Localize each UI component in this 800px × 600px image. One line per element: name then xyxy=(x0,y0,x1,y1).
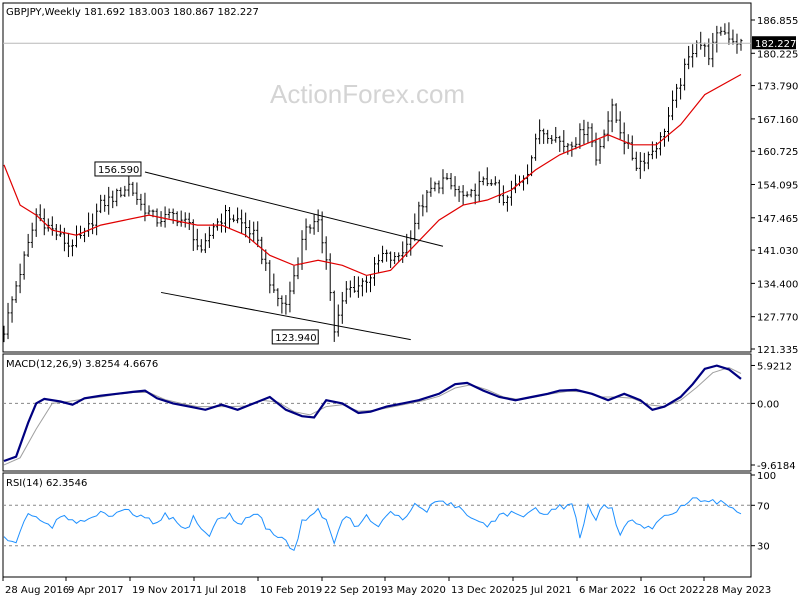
price-y-tick-label: 154.095 xyxy=(757,181,798,192)
trendline-upper xyxy=(144,171,444,247)
annotation-label: 156.590 xyxy=(98,165,139,176)
price-header: GBPJPY,Weekly 181.692 183.003 180.867 18… xyxy=(6,7,259,18)
rsi-y-tick-label: 70 xyxy=(757,501,770,512)
current-price-tag xyxy=(752,36,796,50)
macd-y-tick-label: 5.9212 xyxy=(757,361,792,372)
rsi-panel xyxy=(2,472,752,578)
annotation-box xyxy=(271,329,319,345)
price-bars xyxy=(2,22,743,343)
current-price-label: 182.227 xyxy=(755,39,796,50)
macd-panel xyxy=(2,353,752,472)
x-tick-label: 19 Nov 2017 xyxy=(132,585,196,596)
macd-header: MACD(12,26,9) 3.8254 4.6676 xyxy=(6,359,158,370)
x-tick-label: 6 Mar 2022 xyxy=(579,585,636,596)
price-y-tick-label: 180.225 xyxy=(757,49,798,60)
watermark: ActionForex.com xyxy=(270,79,465,109)
x-tick-label: 13 Dec 2020 xyxy=(451,585,515,596)
overlays: 156.590 123.940 xyxy=(3,73,742,345)
annotation-label: 123.940 xyxy=(275,333,316,344)
x-tick-label: 16 Oct 2022 xyxy=(643,585,705,596)
price-y-tick-label: 186.855 xyxy=(757,16,798,27)
x-tick-label: 1 Jul 2018 xyxy=(196,585,246,596)
x-tick-label: 22 Sep 2019 xyxy=(324,585,387,596)
axes: 186.855 180.225 173.790 167.160 160.725 154.0… xyxy=(2,16,798,596)
rsi-y-tick-label: 100 xyxy=(757,471,776,482)
macd-line xyxy=(3,364,742,463)
macd-y-tick-label: 0.00 xyxy=(757,399,779,410)
price-y-tick-label: 127.770 xyxy=(757,313,798,324)
x-tick-label: 25 Jul 2021 xyxy=(515,585,572,596)
x-tick-label: 28 May 2023 xyxy=(706,585,771,596)
x-tick-label: 10 Feb 2019 xyxy=(260,585,322,596)
price-y-tick-label: 134.400 xyxy=(757,279,798,290)
x-tick-label: 3 May 2020 xyxy=(387,585,446,596)
x-tick-label: 9 Apr 2017 xyxy=(68,585,123,596)
price-panel xyxy=(2,2,752,353)
macd-lines xyxy=(3,364,751,466)
price-y-tick-label: 141.030 xyxy=(757,246,798,257)
price-y-tick-label: 173.790 xyxy=(757,82,798,93)
rsi-line xyxy=(3,497,742,552)
price-y-tick-label: 147.465 xyxy=(757,214,798,225)
x-tick-label: 28 Aug 2016 xyxy=(5,585,69,596)
price-y-tick-label: 167.160 xyxy=(757,115,798,126)
price-y-tick-label: 121.335 xyxy=(757,345,798,356)
rsi-header: RSI(14) 62.3546 xyxy=(6,478,87,489)
moving-average-line xyxy=(3,73,742,277)
price-y-tick-label: 160.725 xyxy=(757,147,798,158)
annotation-box xyxy=(94,161,142,177)
rsi-y-tick-label: 30 xyxy=(757,542,770,553)
macd-y-tick-label: -9.6184 xyxy=(757,461,796,472)
trendline-lower xyxy=(160,291,411,341)
rsi-lines xyxy=(3,497,751,552)
